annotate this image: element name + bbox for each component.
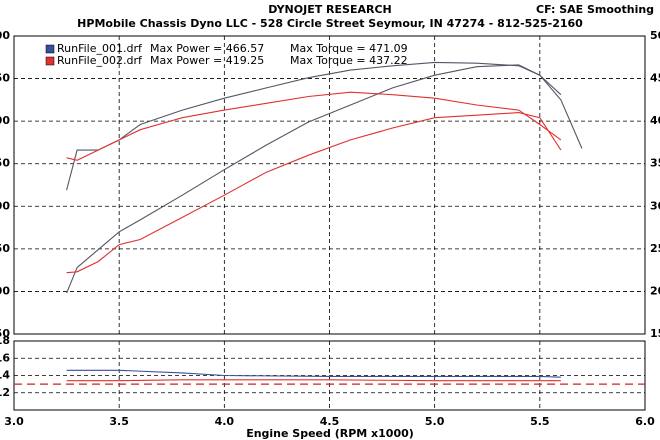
chart-subtitle: HPMobile Chassis Dyno LLC - 528 Circle S…: [77, 17, 583, 30]
y2-tick-label: 350: [650, 157, 660, 170]
correction-note: CF: SAE Smoothing: [536, 3, 654, 16]
y-tick-label: 450: [0, 72, 10, 85]
y2-tick-label: 500: [650, 29, 660, 42]
legend-torque: Max Torque = 471.09: [290, 42, 408, 55]
chart-title: DYNOJET RESEARCH: [268, 3, 391, 16]
legend-file: RunFile_001.drf: [57, 42, 143, 55]
legend-swatch: [45, 44, 55, 54]
x-tick-label: 6.0: [635, 415, 655, 428]
series-line: [66, 91, 562, 161]
series-line: [66, 369, 561, 378]
y-tick-label: 300: [0, 199, 10, 212]
legend-torque: Max Torque = 437.22: [290, 54, 408, 67]
x-tick-label: 3.5: [109, 415, 129, 428]
y-tick-label: 400: [0, 114, 10, 127]
y-tick-label: 12: [0, 386, 10, 399]
series-line: [66, 64, 562, 294]
y-tick-label: 500: [0, 29, 10, 42]
y-tick-label: 150: [0, 327, 10, 340]
y2-tick-label: 250: [650, 242, 660, 255]
legend-swatch: [45, 56, 55, 66]
legend-power: Max Power = 466.57: [150, 42, 264, 55]
y-tick-label: 250: [0, 242, 10, 255]
legend-file: RunFile_002.drf: [57, 54, 143, 67]
y-tick-label: 16: [0, 351, 10, 364]
x-tick-label: 5.0: [425, 415, 445, 428]
x-tick-label: 3.0: [4, 415, 24, 428]
legend-power: Max Power = 419.25: [150, 54, 264, 67]
y-tick-label: 200: [0, 284, 10, 297]
x-tick-label: 4.0: [215, 415, 235, 428]
y2-tick-label: 450: [650, 72, 660, 85]
y-tick-label: 18: [0, 334, 10, 347]
y2-tick-label: 400: [650, 114, 660, 127]
x-axis-label: Engine Speed (RPM x1000): [246, 427, 414, 440]
series-line: [66, 112, 562, 274]
y-tick-label: 350: [0, 157, 10, 170]
x-tick-label: 5.5: [530, 415, 550, 428]
y-tick-label: 14: [0, 369, 10, 382]
y2-tick-label: 300: [650, 199, 660, 212]
series-line: [66, 379, 561, 382]
y2-tick-label: 150: [650, 327, 660, 340]
y2-tick-label: 200: [650, 284, 660, 297]
x-tick-label: 4.5: [320, 415, 340, 428]
